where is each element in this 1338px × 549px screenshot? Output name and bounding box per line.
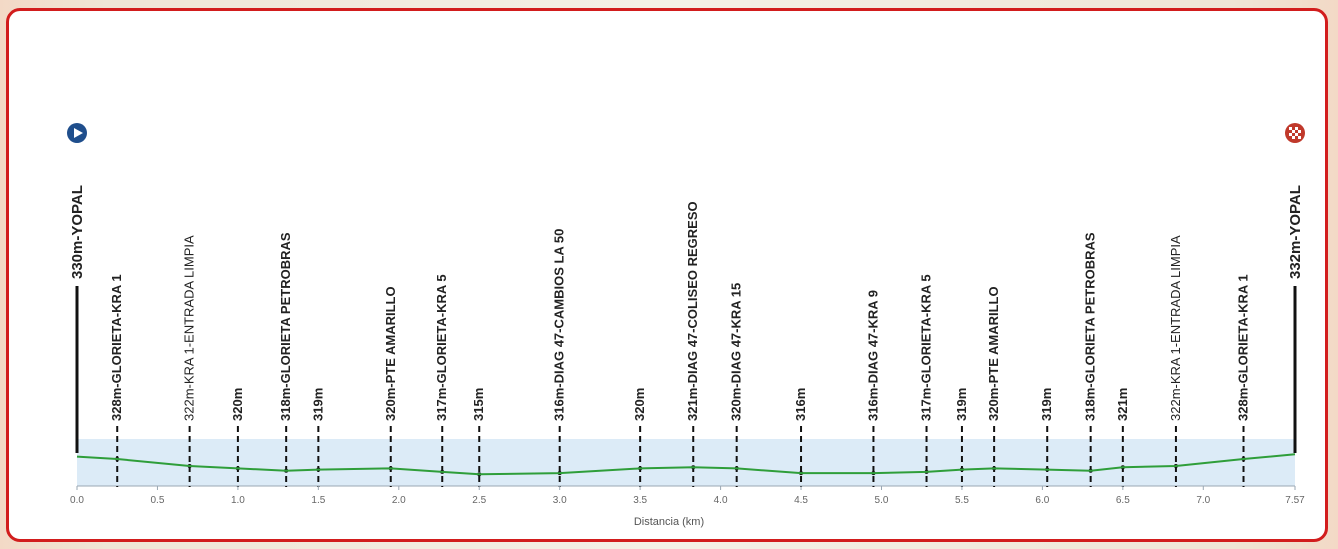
x-tick-label: 0.0 (70, 495, 84, 506)
elevation-profile-line (76, 453, 1296, 476)
x-tick-label: 5.0 (875, 495, 889, 506)
finish-label: 332m-YOPAL (1287, 185, 1304, 279)
waypoint-label: 322m-KRA 1-ENTRADA LIMPIA (182, 235, 197, 421)
start-label: 330m-YOPAL (69, 185, 86, 279)
waypoint-label: 317m-GLORIETA-KRA 5 (434, 274, 449, 421)
x-tick-label: 2.0 (392, 495, 406, 506)
endpoints-layer: 330m-YOPAL 332m-YOPAL (67, 123, 1305, 453)
x-tick-label: 2.5 (472, 495, 486, 506)
x-tick-label: 1.5 (311, 495, 325, 506)
x-tick-label: 4.5 (794, 495, 808, 506)
x-tick-label: 7.0 (1196, 495, 1210, 506)
checkered-flag-icon (1285, 123, 1305, 143)
waypoint-label: 320m-PTE AMARILLO (383, 286, 398, 421)
x-tick-label: 4.0 (714, 495, 728, 506)
plot-band (77, 439, 1295, 486)
waypoint-label: 315m (471, 388, 486, 421)
x-tick-label: 6.0 (1035, 495, 1049, 506)
waypoint-label: 320m-PTE AMARILLO (986, 286, 1001, 421)
waypoint-label: 317m-GLORIETA-KRA 5 (919, 274, 934, 421)
elevation-profile-chart: 328m-GLORIETA-KRA 1 322m-KRA 1-ENTRADA LI… (67, 123, 1305, 528)
waypoint-label: 322m-KRA 1-ENTRADA LIMPIA (1168, 235, 1183, 421)
waypoint-label: 320m-DIAG 47-KRA 15 (729, 283, 744, 421)
waypoint-label: 321m (1115, 388, 1130, 421)
waypoint-label: 319m (954, 388, 969, 421)
waypoint-label: 319m (310, 388, 325, 421)
waypoints-layer: 328m-GLORIETA-KRA 1 322m-KRA 1-ENTRADA LI… (109, 201, 1251, 487)
waypoint-label: 318m-GLORIETA PETROBRAS (1083, 232, 1098, 421)
waypoint-label: 328m-GLORIETA-KRA 1 (1236, 274, 1251, 421)
waypoint-label: 316m (793, 388, 808, 421)
x-tick-label: 0.5 (150, 495, 164, 506)
waypoint-label: 318m-GLORIETA PETROBRAS (278, 232, 293, 421)
x-tick-label: 3.0 (553, 495, 567, 506)
play-icon (67, 123, 87, 143)
x-axis-title: Distancia (km) (634, 516, 704, 528)
waypoint-label: 320m (632, 388, 647, 421)
waypoint-label: 316m-DIAG 47-KRA 9 (865, 290, 880, 421)
waypoint-label: 316m-DIAG 47-CAMBIOS LA 50 (552, 229, 567, 421)
waypoint-label: 321m-DIAG 47-COLISEO REGRESO (685, 201, 700, 421)
x-axis-ticks: 0.0 0.5 1.0 1.5 2.0 2.5 3.0 3.5 4.0 4.5 5.0 5.5 6.0 6… (70, 486, 1305, 506)
x-tick-label: 3.5 (633, 495, 647, 506)
waypoint-label: 319m (1039, 388, 1054, 421)
x-tick-label: 6.5 (1116, 495, 1130, 506)
x-tick-label: 1.0 (231, 495, 245, 506)
waypoint-label: 328m-GLORIETA-KRA 1 (109, 274, 124, 421)
x-tick-label: 5.5 (955, 495, 969, 506)
chart-card: 328m-GLORIETA-KRA 1 322m-KRA 1-ENTRADA LI… (6, 8, 1328, 542)
x-tick-label: 7.57 (1285, 495, 1305, 506)
waypoint-label: 320m (230, 388, 245, 421)
